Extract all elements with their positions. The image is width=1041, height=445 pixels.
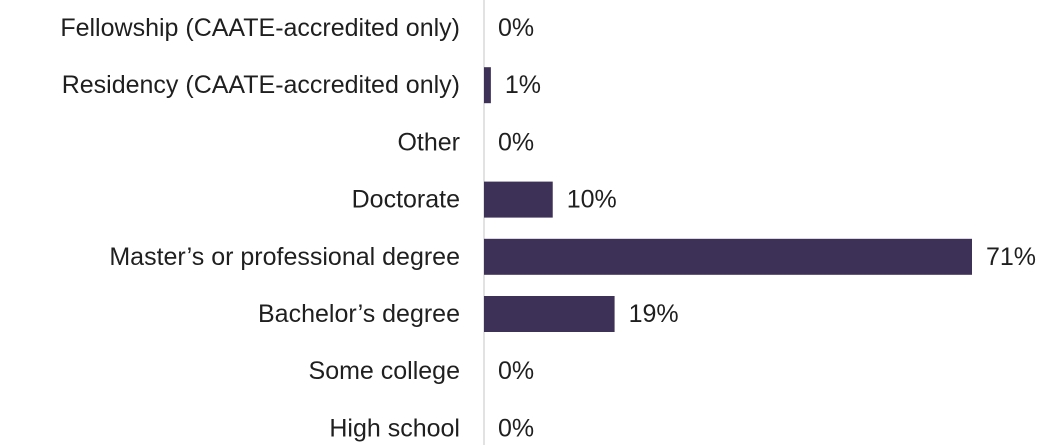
category-label: Fellowship (CAATE-accredited only) (60, 14, 460, 42)
value-label: 0% (498, 14, 534, 42)
value-label: 0% (498, 414, 534, 442)
category-label: Some college (309, 357, 460, 385)
category-label: Doctorate (352, 186, 460, 214)
category-labels: Fellowship (CAATE-accredited only) Reside… (60, 14, 460, 442)
bar (484, 181, 553, 218)
bar (484, 296, 615, 332)
value-label: 71% (986, 243, 1036, 271)
value-label: 0% (498, 128, 534, 156)
bars-layer (484, 67, 972, 332)
value-label: 10% (567, 186, 617, 214)
value-label: 19% (629, 300, 679, 328)
category-label: Master’s or professional degree (109, 243, 460, 271)
category-label: Bachelor’s degree (258, 300, 460, 328)
category-label: High school (329, 414, 460, 442)
value-label: 0% (498, 357, 534, 385)
category-label: Other (397, 128, 460, 156)
bar (484, 67, 491, 104)
value-labels: 0% 1% 0% 10% 71% 19% 0% 0% (498, 14, 1036, 442)
category-label: Residency (CAATE-accredited only) (62, 71, 460, 99)
bar (484, 238, 972, 275)
value-label: 1% (505, 71, 541, 99)
